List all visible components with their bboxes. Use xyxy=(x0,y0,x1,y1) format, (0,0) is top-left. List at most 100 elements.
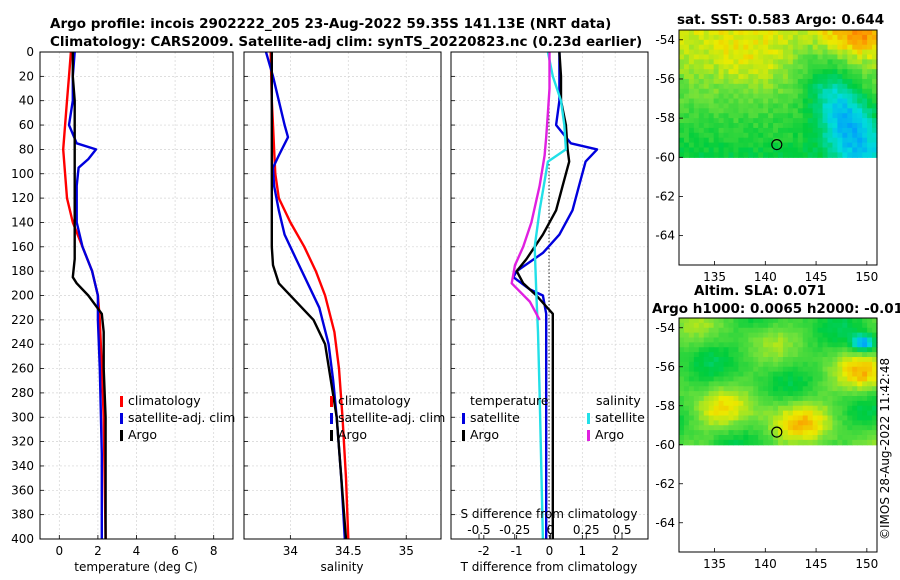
map-cell xyxy=(679,83,685,90)
lon-tick-label: 140 xyxy=(754,270,777,284)
map-cell xyxy=(763,147,769,153)
map-cell xyxy=(748,132,754,139)
map-cell xyxy=(703,34,710,41)
map-cell xyxy=(872,352,878,358)
map-cell xyxy=(862,64,868,70)
map-cell xyxy=(832,318,838,324)
map-cell xyxy=(718,381,725,387)
map-cell xyxy=(857,93,863,100)
map-cell xyxy=(688,147,695,153)
map-cell xyxy=(758,439,764,446)
map-cell xyxy=(857,108,863,114)
map-cell xyxy=(718,132,725,139)
map-cell xyxy=(763,137,769,144)
map-cell xyxy=(817,64,824,70)
map-cell xyxy=(782,98,789,105)
map-cell xyxy=(822,435,829,441)
map-cell xyxy=(728,342,735,348)
map-cell xyxy=(703,371,710,378)
map-cell xyxy=(708,410,715,417)
map-cell xyxy=(743,391,749,397)
map-cell xyxy=(817,49,824,56)
map-cell xyxy=(787,142,794,149)
map-cell xyxy=(738,142,744,149)
map-cell xyxy=(698,127,705,134)
map-cell xyxy=(787,137,794,144)
map-cell xyxy=(693,322,700,329)
map-cell xyxy=(693,410,700,417)
map-cell xyxy=(812,64,819,70)
map-cell xyxy=(683,93,690,100)
map-cell xyxy=(842,108,848,114)
map-cell xyxy=(857,83,863,90)
map-cell xyxy=(728,44,735,51)
map-cell xyxy=(797,49,804,56)
map-cell xyxy=(753,415,759,421)
map-cell xyxy=(852,391,858,397)
map-cell xyxy=(807,127,814,134)
map-cell xyxy=(698,34,705,41)
map-cell xyxy=(738,103,744,109)
map-cell xyxy=(683,342,690,348)
map-cell xyxy=(797,147,804,153)
map-cell xyxy=(693,400,700,407)
map-cell xyxy=(758,78,764,85)
map-cell xyxy=(822,137,829,144)
map-cell xyxy=(778,30,784,36)
map-cell xyxy=(802,74,809,80)
map-cell xyxy=(797,142,804,149)
map-cell xyxy=(773,405,779,412)
map-cell xyxy=(847,49,853,56)
map-cell xyxy=(748,147,754,153)
map-cell xyxy=(693,113,700,119)
map-cell xyxy=(693,44,700,51)
map-cell xyxy=(847,410,853,417)
map-cell xyxy=(807,405,814,412)
map-cell xyxy=(768,30,774,36)
map-cell xyxy=(842,137,848,144)
map-cell xyxy=(857,391,863,397)
map-cell xyxy=(837,420,843,426)
map-cell xyxy=(743,415,749,421)
map-cell xyxy=(797,439,804,446)
map-cell xyxy=(787,435,794,441)
map-cell xyxy=(763,410,769,417)
map-cell xyxy=(743,342,749,348)
map-cell xyxy=(738,386,744,392)
map-cell xyxy=(782,118,789,124)
map-cell xyxy=(872,425,878,431)
map-cell xyxy=(822,83,829,90)
map-cell xyxy=(817,34,824,41)
map-cell xyxy=(807,30,814,36)
map-cell xyxy=(733,352,739,358)
map-cell xyxy=(713,113,720,119)
map-cell xyxy=(837,371,843,378)
series-climatology xyxy=(269,52,350,539)
map-cell xyxy=(713,405,720,412)
map-cell xyxy=(763,366,769,373)
map-cell xyxy=(778,88,784,95)
map-cell xyxy=(812,78,819,85)
map-cell xyxy=(832,49,838,56)
map-cell xyxy=(718,327,725,334)
map-cell xyxy=(857,132,863,139)
map-cell xyxy=(817,137,824,144)
map-cell xyxy=(822,78,829,85)
map-cell xyxy=(768,147,774,153)
map-cell xyxy=(738,322,744,329)
map-cell xyxy=(768,376,774,382)
map-cell xyxy=(698,113,705,119)
map-cell xyxy=(867,108,873,114)
map-cell xyxy=(782,147,789,153)
map-cell xyxy=(797,352,804,358)
map-cell xyxy=(758,49,764,56)
map-cell xyxy=(852,361,858,368)
map-cell xyxy=(847,322,853,329)
map-cell xyxy=(782,74,789,80)
map-cell xyxy=(872,439,878,446)
map-cell xyxy=(773,88,779,95)
map-cell xyxy=(842,381,848,387)
map-cell xyxy=(852,435,858,441)
map-cell xyxy=(817,147,824,153)
map-cell xyxy=(782,123,789,129)
